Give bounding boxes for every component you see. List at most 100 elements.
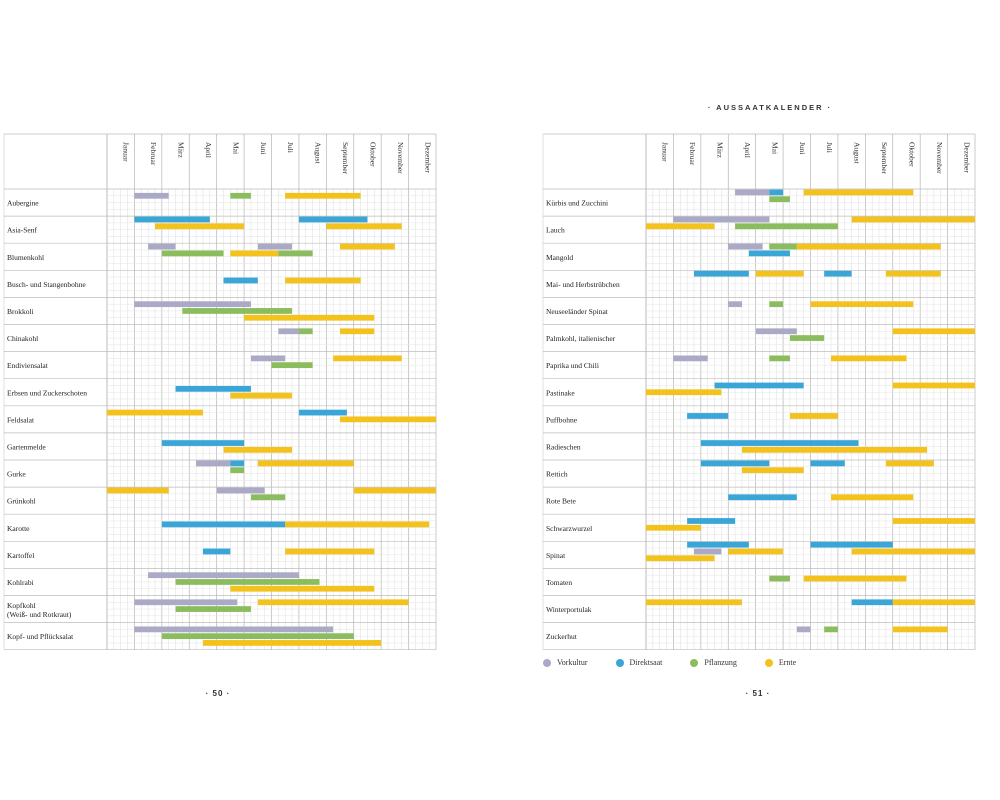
bar-ernte — [107, 409, 203, 416]
month-label-september: September — [341, 142, 350, 175]
legend-dot-ernte — [764, 658, 773, 667]
row-kartoffel: Kartoffel — [7, 548, 375, 560]
row-label: Asia-Senf — [7, 226, 37, 235]
bar-ernte — [741, 446, 928, 453]
row-kopfkohl: Kopfkohl(Weiß- und Rotkraut) — [7, 599, 409, 619]
legend-dot-pflanzung — [690, 658, 699, 667]
bar-direktsaat — [161, 521, 286, 528]
bar-ernte — [223, 446, 293, 453]
row-puffbohne: Puffbohne — [546, 413, 838, 424]
row-paprika-und-chili: Paprika und Chili — [546, 355, 907, 370]
bar-ernte — [646, 223, 715, 230]
bar-vorkultur — [134, 599, 238, 606]
row-label: Erbsen und Zuckerschoten — [7, 388, 87, 397]
bar-pflanzung — [769, 301, 784, 308]
month-label-februar: Februar — [688, 142, 697, 166]
row-label: Kartoffel — [7, 551, 34, 560]
row-grünkohl: Grünkohl — [7, 487, 436, 506]
row-label: Gurke — [7, 470, 26, 479]
bar-ernte — [202, 640, 382, 646]
row-asia-senf: Asia-Senf — [7, 216, 402, 235]
month-label-juni: Juni — [259, 142, 268, 155]
row-kopf-und-pflücksalat: Kopf- und Pflücksalat — [7, 626, 382, 646]
month-label-juni: Juni — [798, 142, 807, 155]
month-label-august: August — [853, 142, 862, 165]
row-endiviensalat: Endiviensalat — [7, 355, 402, 370]
page-number-left: · 50 · — [205, 689, 231, 698]
bar-pflanzung — [271, 362, 313, 369]
bar-vorkultur — [134, 626, 334, 633]
bar-ernte — [646, 599, 742, 606]
row-label: Karotte — [7, 524, 30, 533]
row-chinakohl: Chinakohl — [7, 328, 375, 343]
bar-ernte — [741, 467, 804, 474]
row-label: Gartenmelde — [7, 442, 46, 451]
bar-ernte — [810, 301, 914, 308]
bar-direktsaat — [700, 440, 859, 446]
bar-ernte — [646, 389, 722, 396]
bar-ernte — [154, 223, 245, 230]
bar-ernte — [892, 518, 975, 524]
row-busch-und-stangenbohne: Busch- und Stangenbohne — [7, 277, 361, 289]
bar-direktsaat — [175, 385, 251, 392]
legend-label-ernte: Ernte — [778, 658, 797, 667]
row-label: Blumenkohl — [7, 253, 44, 262]
bar-direktsaat — [693, 270, 749, 277]
bar-vorkultur — [673, 355, 708, 362]
bar-pflanzung — [161, 250, 224, 257]
row-mai-und-herbstrübchen: Mai- und Herbstrübchen — [546, 270, 941, 289]
row-label: Feldsalat — [7, 415, 35, 424]
row-label: Radieschen — [546, 442, 581, 451]
bar-ernte — [755, 270, 804, 277]
month-label-mai: Mai — [770, 142, 779, 154]
bar-ernte — [340, 243, 395, 250]
bar-vorkultur — [196, 460, 231, 467]
row-zuckerhut: Zuckerhut — [546, 626, 948, 641]
bar-ernte — [285, 192, 361, 199]
bar-direktsaat — [769, 189, 784, 196]
bar-ernte — [831, 355, 907, 362]
row-blumenkohl: Blumenkohl — [7, 243, 395, 262]
legend-dot-vorkultur — [543, 658, 551, 667]
row-label: Spinat — [546, 551, 566, 560]
bar-pflanzung — [230, 467, 245, 474]
row-mangold: Mangold — [546, 243, 941, 262]
row-label: Pastinake — [546, 388, 575, 397]
row-label: Brokkoli — [7, 307, 34, 316]
month-label-dezember: Dezember — [962, 142, 971, 173]
bar-vorkultur — [278, 328, 299, 335]
bar-vorkultur — [148, 243, 176, 250]
bar-pflanzung — [769, 355, 790, 362]
bar-direktsaat — [810, 460, 845, 467]
bar-pflanzung — [278, 250, 313, 257]
page-number-right: · 51 · — [745, 689, 771, 698]
row-label: Kopfkohl — [7, 601, 36, 610]
bar-ernte — [326, 223, 402, 230]
bar-vorkultur — [250, 355, 286, 362]
row-kohlrabi: Kohlrabi — [7, 572, 375, 592]
bar-vorkultur — [728, 243, 763, 250]
page-header-title: · AUSSAATKALENDER · — [707, 103, 833, 112]
bar-ernte — [892, 626, 948, 633]
bar-direktsaat — [714, 382, 804, 389]
row-label: Busch- und Stangenbohne — [7, 280, 86, 289]
row-pastinake: Pastinake — [546, 382, 975, 397]
bar-ernte — [285, 548, 375, 555]
legend-label-direktsaat: Direktsaat — [629, 658, 663, 667]
month-label-januar: Januar — [661, 142, 670, 162]
bar-ernte — [892, 328, 975, 335]
bar-vorkultur — [755, 328, 797, 335]
bar-ernte — [885, 270, 941, 277]
bar-ernte — [285, 277, 361, 284]
bar-ernte — [728, 548, 784, 555]
row-label: Neuseeländer Spinat — [546, 307, 609, 316]
month-label-november: November — [935, 142, 944, 174]
row-rote-bete: Rote Bete — [546, 494, 914, 506]
bar-pflanzung — [175, 606, 251, 612]
row-lauch: Lauch — [546, 216, 975, 235]
bar-ernte — [340, 416, 436, 423]
row-kürbis-und-zucchini: Kürbis und Zucchini — [546, 189, 914, 208]
row-brokkoli: Brokkoli — [7, 301, 375, 321]
bar-ernte — [796, 243, 941, 250]
row-label: Mai- und Herbstrübchen — [546, 280, 620, 289]
